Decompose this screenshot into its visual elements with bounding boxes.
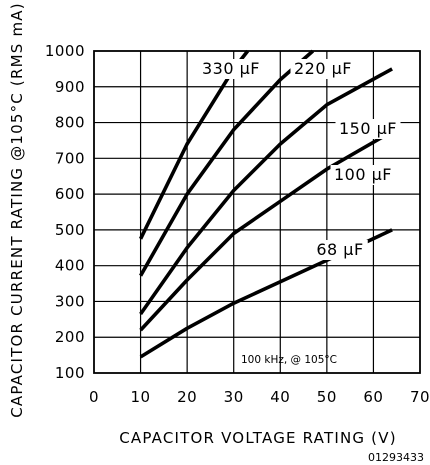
x-tick-label: 40 — [270, 388, 290, 406]
figure-code: 01293433 — [368, 451, 424, 464]
y-tick-label: 200 — [55, 328, 85, 346]
tick-labels: 0 10 20 30 40 50 60 70 100 200 300 400 500 600 700 800 9… — [45, 42, 430, 406]
x-tick-label: 60 — [363, 388, 383, 406]
series-label: 330 μF — [202, 59, 260, 78]
series-line — [141, 51, 248, 239]
series-label: 68 μF — [316, 240, 363, 259]
y-tick-label: 300 — [55, 292, 85, 310]
y-tick-label: 400 — [55, 257, 85, 275]
series-label: 220 μF — [294, 59, 352, 78]
plot-frame — [94, 51, 420, 373]
series-lines — [141, 51, 393, 357]
series-label: 150 μF — [339, 119, 397, 138]
y-tick-label: 500 — [55, 221, 85, 239]
x-tick-label: 70 — [410, 388, 430, 406]
series-line — [141, 69, 393, 314]
x-axis-label: CAPACITOR VOLTAGE RATING (V) — [119, 429, 397, 447]
y-tick-label: 100 — [55, 364, 85, 382]
y-tick-label: 700 — [55, 149, 85, 167]
y-axis-label: CAPACITOR CURRENT RATING @105°C (RMS mA) — [8, 2, 26, 418]
series-label: 100 μF — [334, 165, 392, 184]
x-tick-label: 0 — [89, 388, 99, 406]
y-tick-label: 1000 — [45, 42, 85, 60]
x-tick-label: 20 — [177, 388, 197, 406]
x-tick-label: 50 — [317, 388, 337, 406]
x-tick-label: 10 — [131, 388, 151, 406]
y-tick-label: 600 — [55, 185, 85, 203]
plot-border — [94, 51, 420, 373]
x-tick-label: 30 — [224, 388, 244, 406]
y-tick-label: 800 — [55, 114, 85, 132]
annotation: 100 kHz, @ 105°C — [241, 354, 337, 366]
grid — [94, 51, 420, 373]
y-tick-label: 900 — [55, 78, 85, 96]
